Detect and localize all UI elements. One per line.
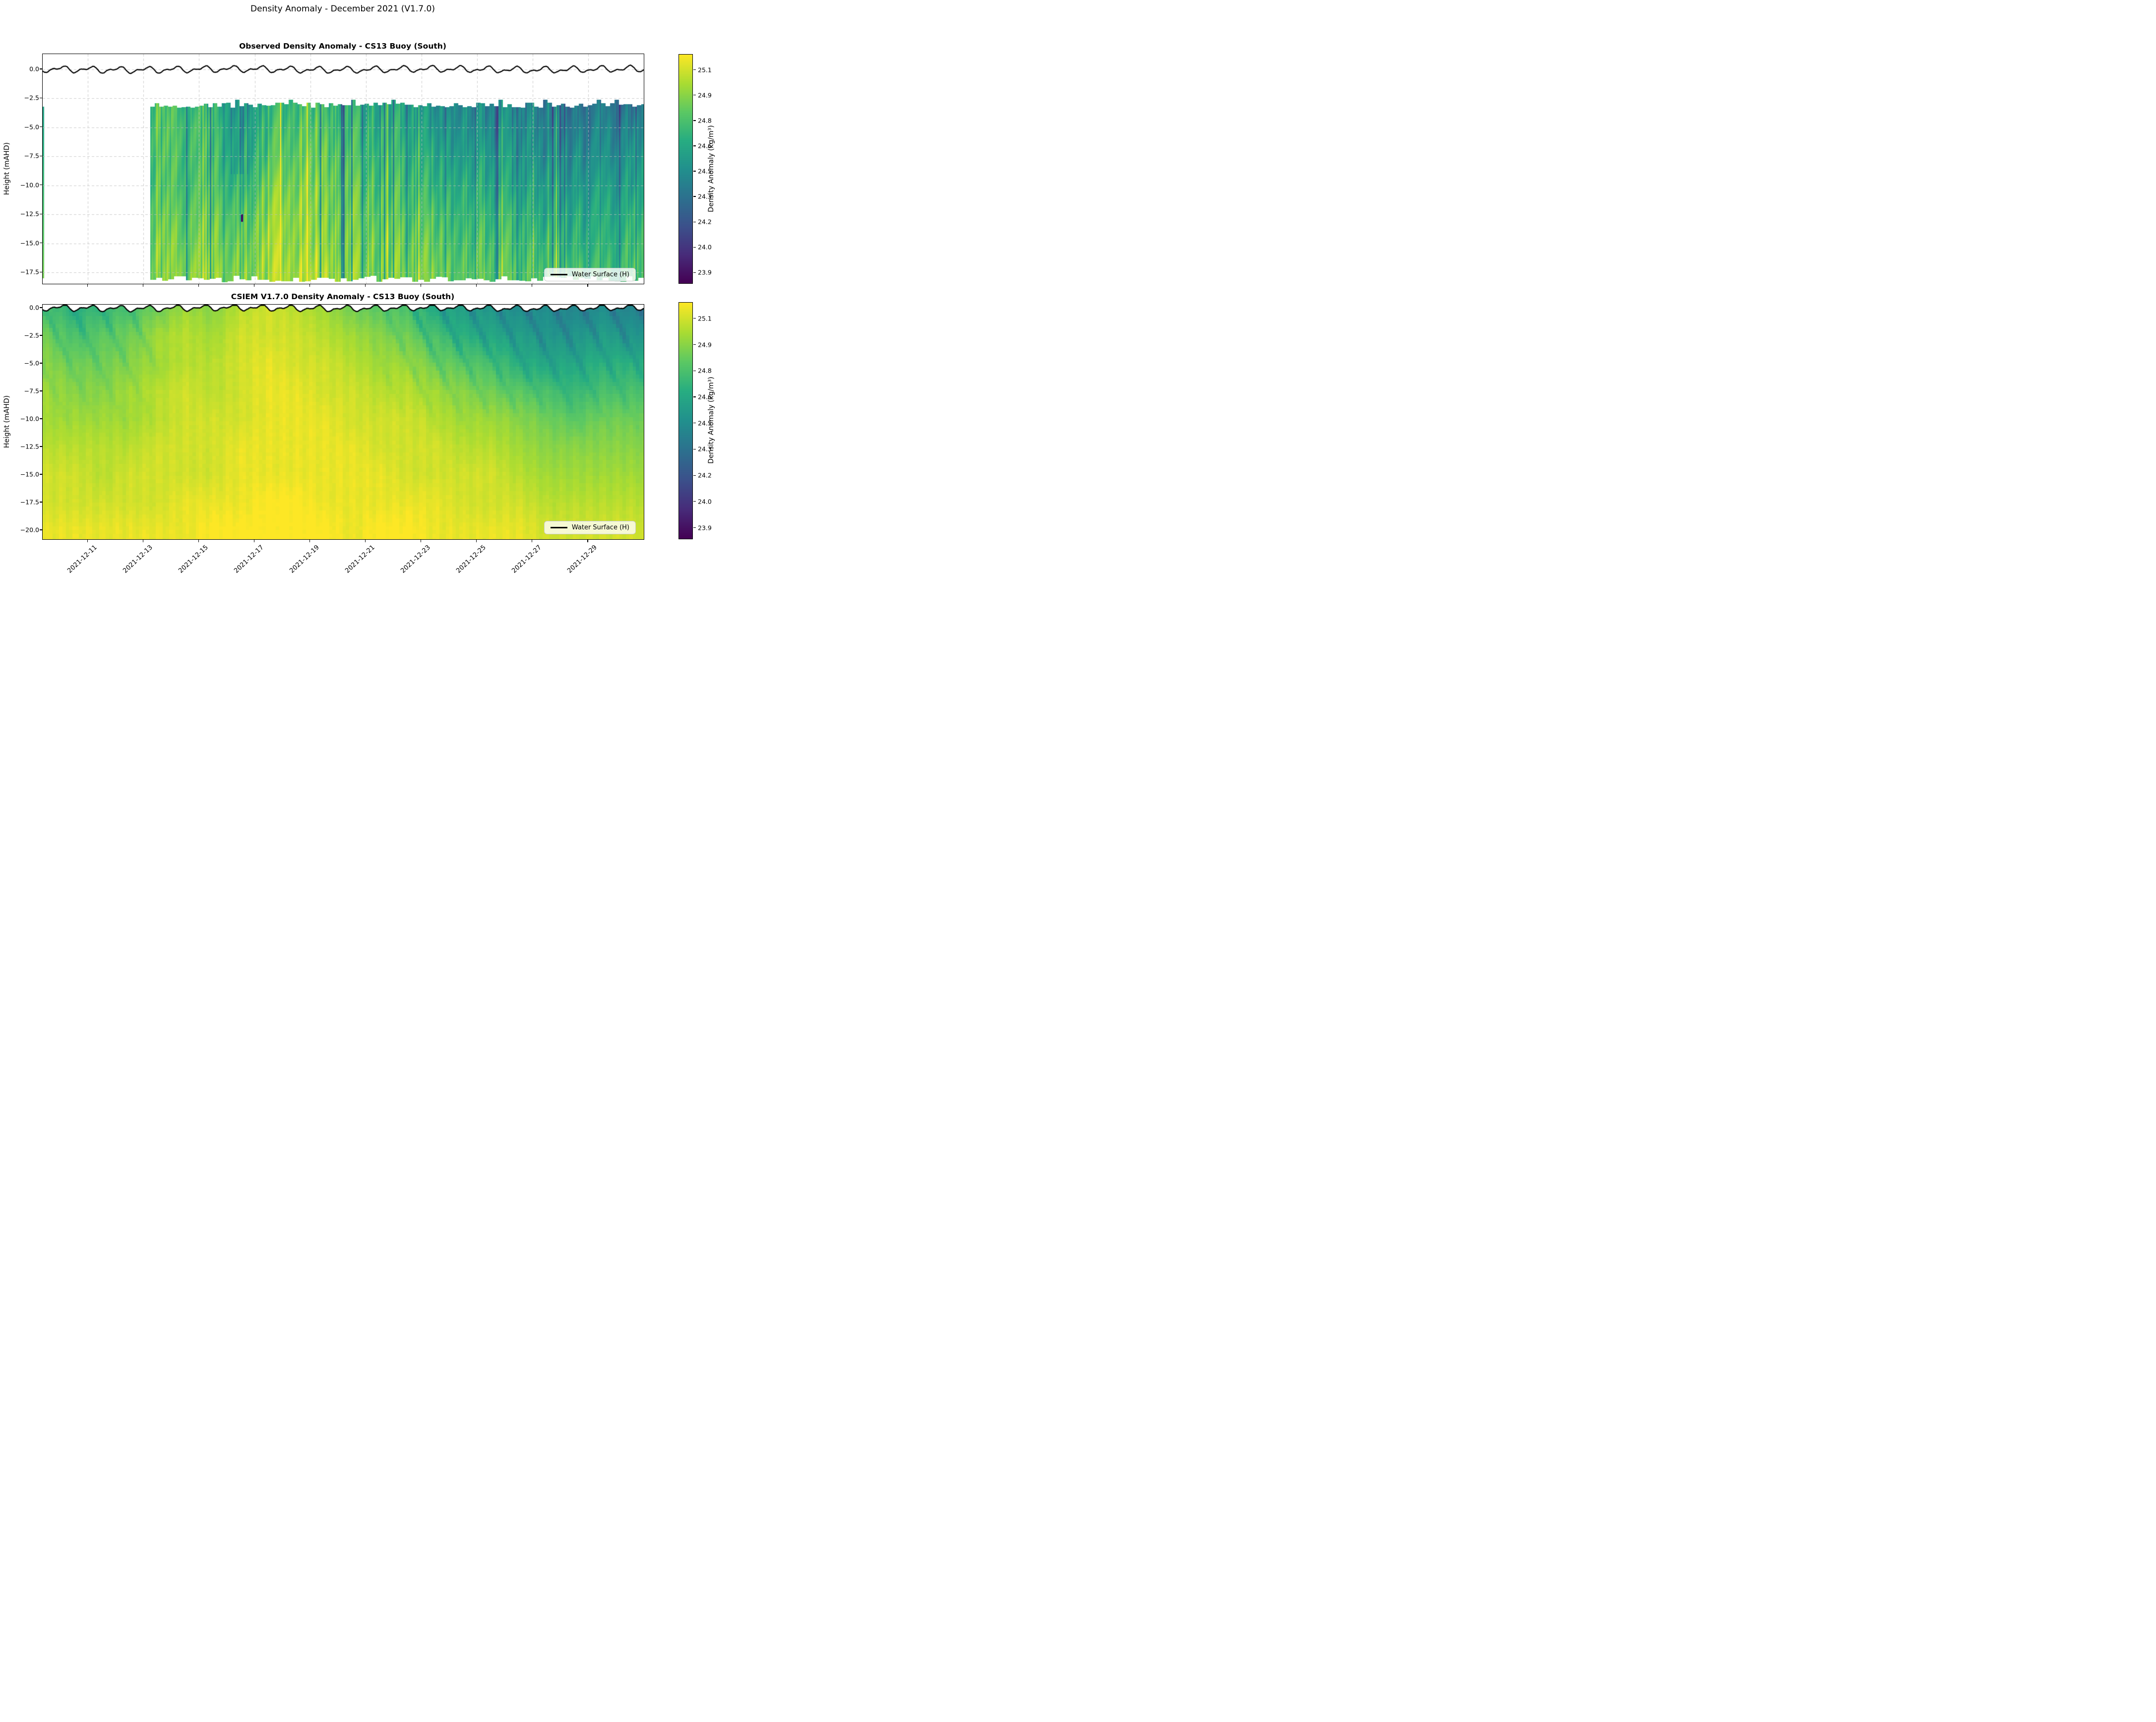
colorbar-tick-label: 24.9 (698, 341, 712, 349)
x-tick-mark (587, 540, 588, 542)
colorbar-tick-mark (693, 344, 696, 345)
y-tick-label: −2.5 (24, 331, 39, 339)
observed-heatmap-canvas (43, 54, 644, 284)
y-tick-label: −15.0 (20, 239, 39, 247)
colorbar-tick-label: 25.1 (698, 315, 712, 322)
x-tick-label: 2021-12-21 (344, 544, 376, 574)
colorbar-tick-label: 24.2 (698, 471, 712, 479)
x-tick-label: 2021-12-25 (455, 544, 488, 574)
y-tick-label: −15.0 (20, 470, 39, 478)
x-tick-mark (87, 540, 88, 542)
colorbar-top (678, 54, 693, 284)
colorbar-tick-label: 24.2 (698, 218, 712, 226)
x-tick-mark (365, 540, 366, 542)
colorbar-tick-mark (693, 272, 696, 273)
y-tick-label: −7.5 (24, 152, 39, 160)
x-tick-mark (309, 540, 310, 542)
y-tick-mark (40, 390, 42, 391)
y-tick-label: −17.5 (20, 498, 39, 506)
observed-heatmap-panel: Water Surface (H) (42, 54, 644, 284)
legend-observed: Water Surface (H) (544, 268, 636, 281)
colorbar-tick-label: 25.1 (698, 66, 712, 74)
y-tick-label: −12.5 (20, 443, 39, 450)
y-tick-label: 0.0 (29, 304, 39, 312)
legend-label: Water Surface (H) (571, 524, 629, 531)
y-tick-mark (40, 307, 42, 308)
x-tick-label: 2021-12-15 (177, 544, 210, 574)
y-tick-mark (40, 418, 42, 419)
y-tick-label: −10.0 (20, 415, 39, 423)
colorbar-tick-mark (693, 145, 696, 146)
colorbar-tick-mark (693, 69, 696, 70)
water-surface-line-icon (550, 526, 567, 529)
water-surface-line-icon (550, 273, 567, 276)
colorbar-tick-mark (693, 318, 696, 319)
x-tick-mark (365, 284, 366, 287)
y-tick-label: −17.5 (20, 268, 39, 276)
colorbar-tick-label: 23.9 (698, 524, 712, 532)
colorbar-tick-label: 24.8 (698, 367, 712, 375)
x-tick-mark (309, 284, 310, 287)
x-tick-mark (476, 284, 477, 287)
x-tick-label: 2021-12-11 (66, 544, 99, 574)
colorbar-tick-mark (693, 501, 696, 502)
legend-model: Water Surface (H) (544, 521, 636, 534)
model-heatmap-panel: Water Surface (H) (42, 304, 644, 540)
x-tick-mark (87, 284, 88, 287)
colorbar-tick-label: 24.9 (698, 91, 712, 99)
colorbar-tick-label: 24.3 (698, 445, 712, 453)
x-tick-mark (198, 284, 199, 287)
y-tick-label: −12.5 (20, 210, 39, 218)
colorbar-tick-label: 24.8 (698, 117, 712, 125)
y-tick-label: −2.5 (24, 94, 39, 102)
colorbar-tick-mark (693, 396, 696, 397)
colorbar-tick-mark (693, 247, 696, 248)
colorbar-bottom (678, 302, 693, 539)
top-panel-title: Observed Density Anomaly - CS13 Buoy (So… (239, 42, 446, 51)
x-tick-label: 2021-12-29 (566, 544, 599, 574)
colorbar-tick-label: 24.0 (698, 243, 712, 251)
colorbar-tick-label: 24.6 (698, 393, 712, 401)
bottom-panel-title: CSIEM V1.7.0 Density Anomaly - CS13 Buoy… (231, 292, 455, 301)
x-tick-label: 2021-12-27 (510, 544, 544, 574)
x-tick-label: 2021-12-23 (399, 544, 432, 574)
y-tick-label: −5.0 (24, 359, 39, 367)
colorbar-tick-mark (693, 120, 696, 121)
x-tick-mark (587, 284, 588, 287)
x-tick-mark (476, 540, 477, 542)
y-tick-mark (40, 68, 42, 69)
figure: Density Anomaly - December 2021 (V1.7.0)… (0, 0, 719, 574)
y-tick-label: 0.0 (29, 65, 39, 73)
colorbar-tick-label: 24.5 (698, 419, 712, 427)
colorbar-tick-label: 24.0 (698, 498, 712, 506)
colorbar-gradient (679, 303, 692, 539)
y-tick-label: −10.0 (20, 181, 39, 189)
x-tick-mark (198, 540, 199, 542)
colorbar-tick-mark (693, 527, 696, 528)
colorbar-tick-mark (693, 475, 696, 476)
model-heatmap-canvas (43, 305, 644, 539)
legend-label: Water Surface (H) (571, 271, 629, 278)
figure-title: Density Anomaly - December 2021 (V1.7.0) (250, 4, 435, 14)
y-tick-label: −20.0 (20, 526, 39, 534)
y-tick-mark (40, 529, 42, 530)
colorbar-gradient (679, 55, 692, 283)
y-tick-label: −7.5 (24, 387, 39, 395)
colorbar-tick-label: 24.6 (698, 142, 712, 150)
colorbar-tick-label: 24.5 (698, 167, 712, 175)
x-tick-label: 2021-12-13 (122, 544, 154, 574)
x-tick-label: 2021-12-19 (288, 544, 321, 574)
y-tick-label: −5.0 (24, 123, 39, 131)
x-tick-label: 2021-12-17 (233, 544, 265, 574)
colorbar-tick-label: 23.9 (698, 268, 712, 276)
colorbar-tick-label: 24.3 (698, 192, 712, 200)
